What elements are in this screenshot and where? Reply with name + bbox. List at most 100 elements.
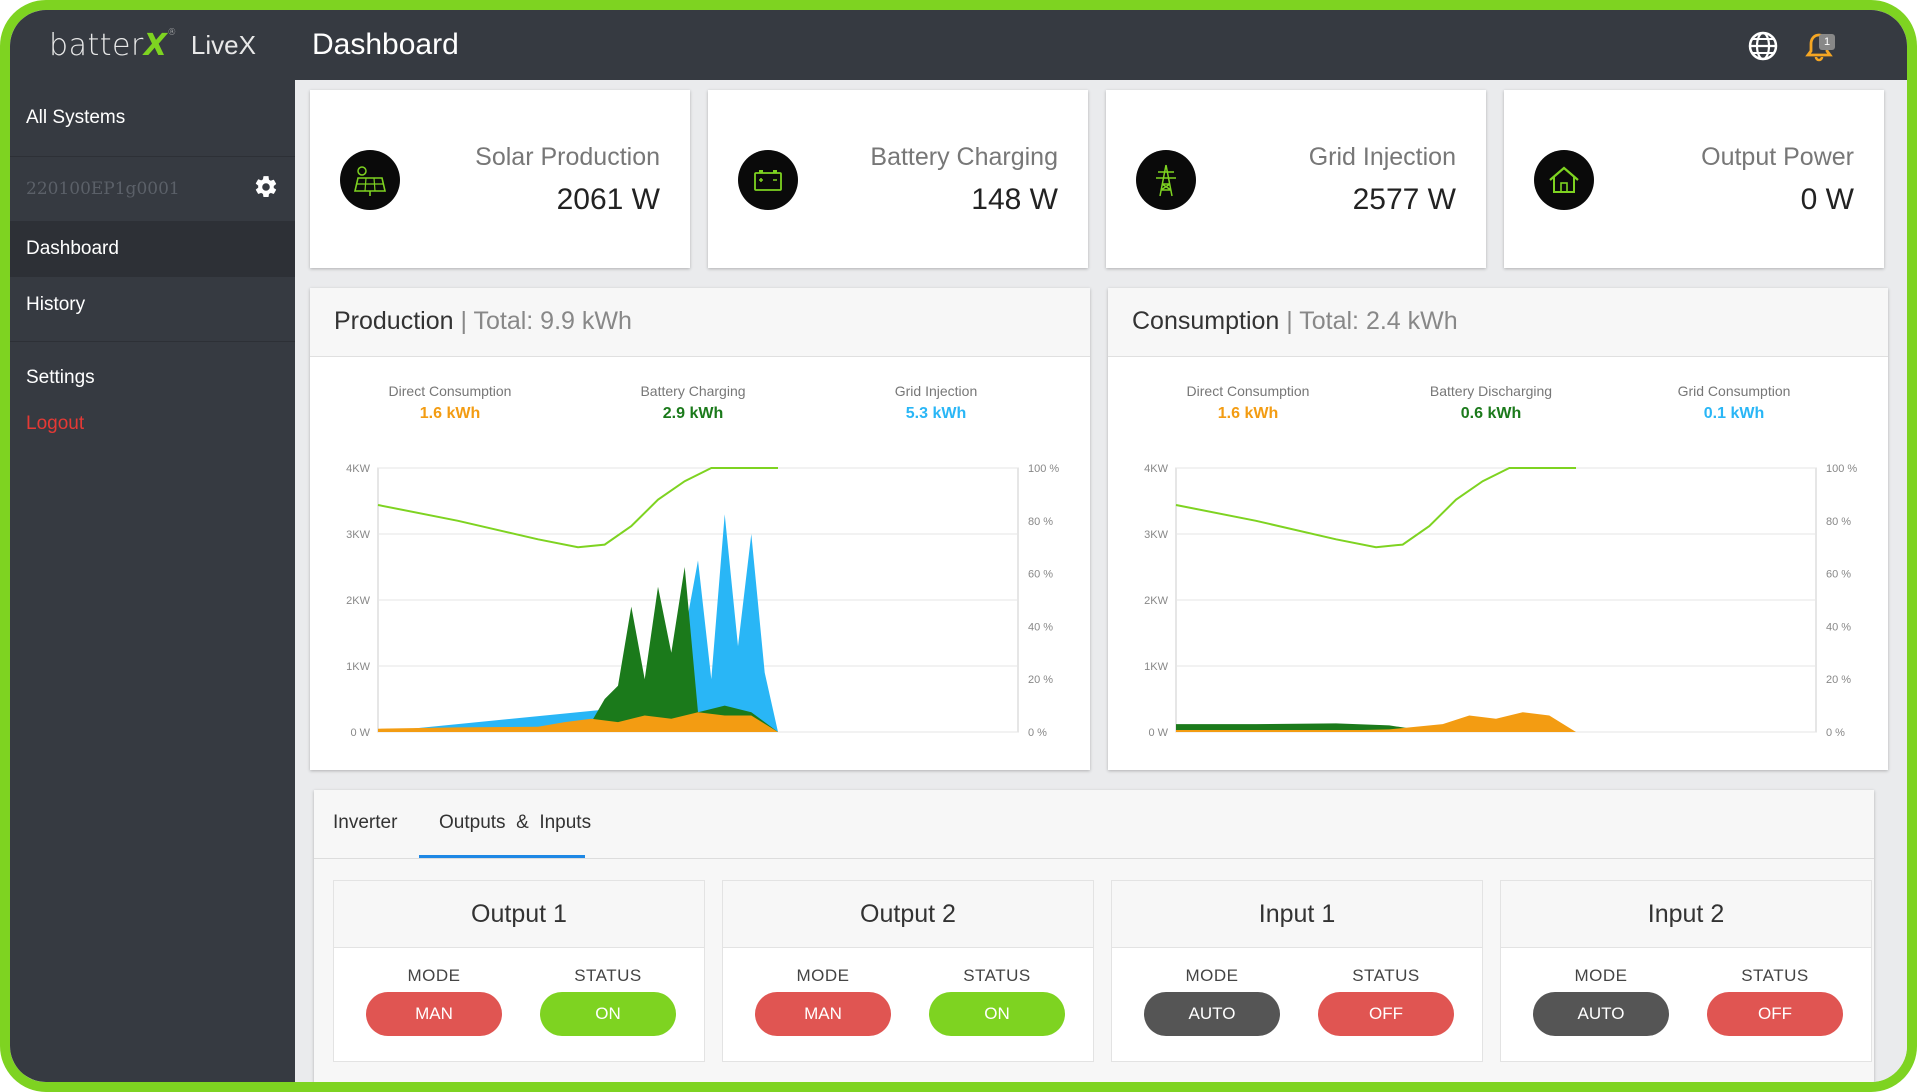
legend-direct-consumption[interactable]: Direct Consumption 1.6 kWh (350, 383, 550, 423)
stat-label: Battery Charging (870, 143, 1058, 171)
mode-caption: MODE (1185, 966, 1239, 985)
status-group: STATUS ON (922, 966, 1072, 1036)
gear-icon[interactable] (253, 174, 279, 205)
legend-value: 1.6 kWh (1217, 405, 1279, 422)
y-tick-label: 2KW (346, 595, 370, 607)
all-systems-link[interactable]: All Systems (26, 107, 126, 128)
output-2-status-button[interactable]: ON (929, 992, 1065, 1036)
mode-group: MODE AUTO (1137, 966, 1287, 1036)
area-direct-consumption (378, 712, 778, 732)
globe-icon[interactable] (1747, 30, 1779, 62)
input-1-status-button[interactable]: OFF (1318, 992, 1454, 1036)
stat-value: 148 W (971, 183, 1058, 216)
mode-group: MODE MAN (359, 966, 509, 1036)
y2-tick-label: 20 % (1826, 674, 1851, 686)
page-title: Dashboard (312, 28, 459, 61)
y-tick-label: 1KW (346, 661, 370, 673)
legend-label: Direct Consumption (388, 383, 512, 399)
sidebar-item-settings[interactable]: Settings (26, 367, 95, 388)
power-pylon-icon (1136, 150, 1196, 210)
y2-tick-label: 40 % (1826, 621, 1851, 633)
tab-bar: Inverter Outputs & Inputs (314, 790, 1874, 859)
stat-value: 2577 W (1352, 183, 1456, 216)
solar-panel-icon (340, 150, 400, 210)
y-tick-label: 0 W (1148, 727, 1168, 738)
mode-caption: MODE (1574, 966, 1628, 985)
input-2-card: Input 2 MODE AUTO STATUS OFF (1500, 880, 1872, 1062)
legend-label: Grid Consumption (1677, 383, 1791, 399)
production-header: Production | Total: 9.9 kWh (310, 288, 1090, 357)
output-1-card: Output 1 MODE MAN STATUS ON (333, 880, 705, 1062)
input-1-card: Input 1 MODE AUTO STATUS OFF (1111, 880, 1483, 1062)
legend-battery-charging[interactable]: Battery Charging 2.9 kWh (593, 383, 793, 423)
brand-logo[interactable]: batterX® LiveX (10, 10, 295, 80)
y2-tick-label: 0 % (1826, 727, 1845, 738)
legend-value: 2.9 kWh (662, 405, 724, 422)
y-tick-label: 2KW (1144, 595, 1168, 607)
sidebar-divider (10, 341, 295, 342)
output-1-mode-button[interactable]: MAN (366, 992, 502, 1036)
legend-grid-injection[interactable]: Grid Injection 5.3 kWh (836, 383, 1036, 423)
y2-tick-label: 60 % (1826, 569, 1851, 581)
output-2-mode-button[interactable]: MAN (755, 992, 891, 1036)
io-title: Input 2 (1501, 881, 1871, 948)
logo-text: batterX® (49, 27, 177, 63)
legend-label: Direct Consumption (1186, 383, 1310, 399)
stat-label: Grid Injection (1308, 143, 1456, 171)
mode-caption: MODE (407, 966, 461, 985)
legend-direct-consumption[interactable]: Direct Consumption 1.6 kWh (1148, 383, 1348, 423)
input-2-status-button[interactable]: OFF (1707, 992, 1843, 1036)
area-battery-discharging (1176, 723, 1576, 732)
active-tab-indicator (419, 855, 585, 858)
mode-group: MODE MAN (748, 966, 898, 1036)
sidebar-item-history[interactable]: History (26, 294, 86, 315)
y-tick-label: 4KW (346, 463, 370, 475)
tab-outputs-inputs[interactable]: Outputs & Inputs (439, 812, 592, 833)
legend-value: 0.1 kWh (1703, 405, 1765, 422)
sidebar-item-dashboard[interactable]: Dashboard (10, 221, 295, 277)
status-caption: STATUS (963, 966, 1031, 985)
chart-total: | Total: 9.9 kWh (460, 307, 632, 335)
y-tick-label: 4KW (1144, 463, 1168, 475)
stat-value: 2061 W (556, 183, 660, 216)
y2-tick-label: 100 % (1028, 463, 1059, 475)
status-caption: STATUS (1352, 966, 1420, 985)
sidebar-item-logout[interactable]: Logout (26, 413, 85, 434)
system-row: 220100EP1g0001 (10, 156, 295, 222)
y-tick-label: 3KW (1144, 529, 1168, 541)
notification-badge: 1 (1819, 34, 1835, 50)
chart-total: | Total: 2.4 kWh (1286, 307, 1458, 335)
y2-tick-label: 80 % (1826, 516, 1851, 528)
y2-tick-label: 20 % (1028, 674, 1053, 686)
legend-battery-discharging[interactable]: Battery Discharging 0.6 kWh (1391, 383, 1591, 423)
input-2-mode-button[interactable]: AUTO (1533, 992, 1669, 1036)
stat-value: 0 W (1800, 183, 1854, 216)
home-icon (1534, 150, 1594, 210)
area-direct-consumption (1176, 712, 1576, 732)
chart-title: Consumption (1132, 307, 1280, 335)
output-1-status-button[interactable]: ON (540, 992, 676, 1036)
product-name: LiveX (190, 29, 256, 60)
y2-tick-label: 100 % (1826, 463, 1857, 475)
legend-label: Grid Injection (894, 383, 978, 399)
output-2-card: Output 2 MODE MAN STATUS ON (722, 880, 1094, 1062)
line-state-of-charge (1175, 467, 1576, 549)
y2-tick-label: 40 % (1028, 621, 1053, 633)
legend-value: 1.6 kWh (419, 405, 481, 422)
io-title: Input 1 (1112, 881, 1482, 948)
main-content: Solar Production 2061 W Battery Charging… (295, 80, 1907, 1082)
legend-grid-consumption[interactable]: Grid Consumption 0.1 kWh (1634, 383, 1834, 423)
consumption-header: Consumption | Total: 2.4 kWh (1108, 288, 1888, 357)
mode-group: MODE AUTO (1526, 966, 1676, 1036)
status-caption: STATUS (1741, 966, 1809, 985)
input-1-mode-button[interactable]: AUTO (1144, 992, 1280, 1036)
sidebar: batterX® LiveX All Systems 220100EP1g000… (10, 10, 295, 1082)
system-id: 220100EP1g0001 (26, 179, 180, 199)
battery-charging-card: Battery Charging 148 W (708, 90, 1088, 268)
io-title: Output 1 (334, 881, 704, 948)
tab-inverter[interactable]: Inverter (333, 812, 398, 833)
area-battery-charging (378, 567, 778, 732)
